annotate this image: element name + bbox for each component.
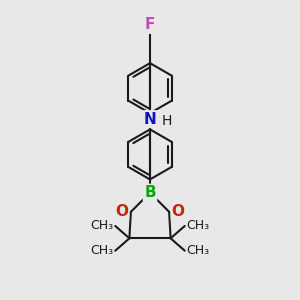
Text: CH₃: CH₃: [91, 220, 114, 232]
Text: CH₃: CH₃: [186, 220, 209, 232]
Text: B: B: [144, 185, 156, 200]
Text: CH₃: CH₃: [186, 244, 209, 257]
Text: O: O: [172, 204, 184, 219]
Text: N: N: [144, 112, 156, 127]
Text: O: O: [116, 204, 128, 219]
Text: CH₃: CH₃: [91, 244, 114, 257]
Text: H: H: [162, 114, 172, 128]
Text: F: F: [145, 17, 155, 32]
